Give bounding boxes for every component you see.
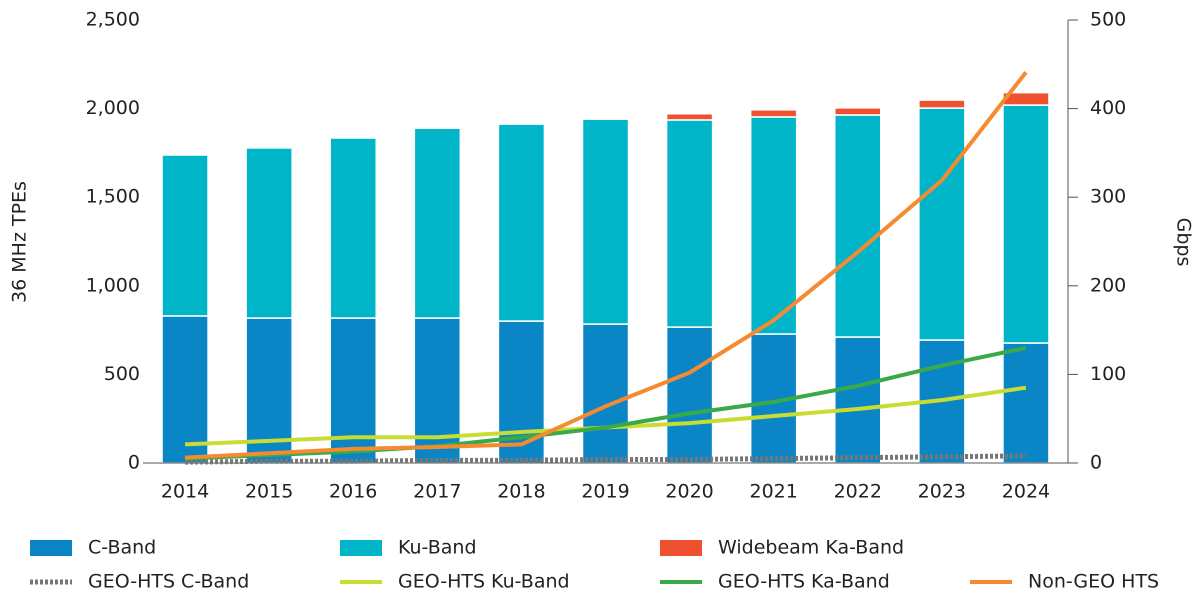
bar [665,119,714,328]
y-axis-label: 36 MHz TPEs [9,181,31,303]
y2-tick-label: 200 [1090,274,1126,296]
legend-label: Non-GEO HTS [1028,571,1159,593]
legend-label: GEO-HTS Ka-Band [718,571,890,593]
bar [581,116,630,120]
x-tick-label: 2024 [1002,481,1050,503]
bar [665,326,714,464]
x-tick-label: 2022 [834,481,882,503]
line [185,453,1026,465]
y-tick-label: 2,500 [86,9,140,31]
legend-label: C-Band [88,537,156,559]
bar [497,123,546,322]
bar [1002,342,1050,464]
x-tick-label: 2015 [245,481,293,503]
y-tick-label: 500 [104,363,140,385]
bar [834,114,882,338]
y2-axis-label: Gbps [1173,218,1195,267]
bar [497,320,546,464]
legend-label: Ku-Band [398,537,477,559]
bar [1002,104,1050,344]
legend-label: GEO-HTS C-Band [88,571,249,593]
y2-tick-label: 100 [1090,363,1126,385]
bar [834,336,882,464]
bar [161,154,209,317]
bar [413,125,462,129]
x-tick-label: 2023 [918,481,966,503]
x-tick-label: 2017 [413,481,461,503]
line [184,345,1027,461]
y-tick-label: 0 [128,452,140,474]
y-tick-label: 1,500 [86,186,140,208]
x-tick-label: 2020 [665,481,713,503]
bar [665,112,714,121]
x-tick-label: 2021 [750,481,798,503]
bar [749,116,798,335]
bar [329,137,377,319]
bar [497,121,546,125]
bar [329,317,377,464]
line [184,71,1028,460]
bar [918,107,966,341]
bar [581,118,630,325]
bar [161,315,209,464]
bar [918,99,966,109]
x-tick-label: 2018 [497,481,545,503]
legend-label: GEO-HTS Ku-Band [398,571,570,593]
y-tick-label: 2,000 [86,97,140,119]
bar [581,323,630,464]
y-tick-label: 1,000 [86,274,140,296]
legend-swatch [340,540,382,556]
legend-swatch [30,540,72,556]
y2-tick-label: 0 [1090,452,1102,474]
x-tick-label: 2016 [329,481,377,503]
y2-tick-label: 300 [1090,186,1126,208]
legend-swatch [660,540,702,556]
x-tick-label: 2019 [581,481,629,503]
bar [245,147,293,319]
x-tick-label: 2014 [161,481,209,503]
bar [834,107,882,116]
bar [413,127,462,319]
y2-tick-label: 400 [1090,97,1126,119]
legend-label: Widebeam Ka-Band [718,537,904,559]
bar [413,317,462,464]
bar [749,109,798,118]
y2-tick-label: 500 [1090,9,1126,31]
